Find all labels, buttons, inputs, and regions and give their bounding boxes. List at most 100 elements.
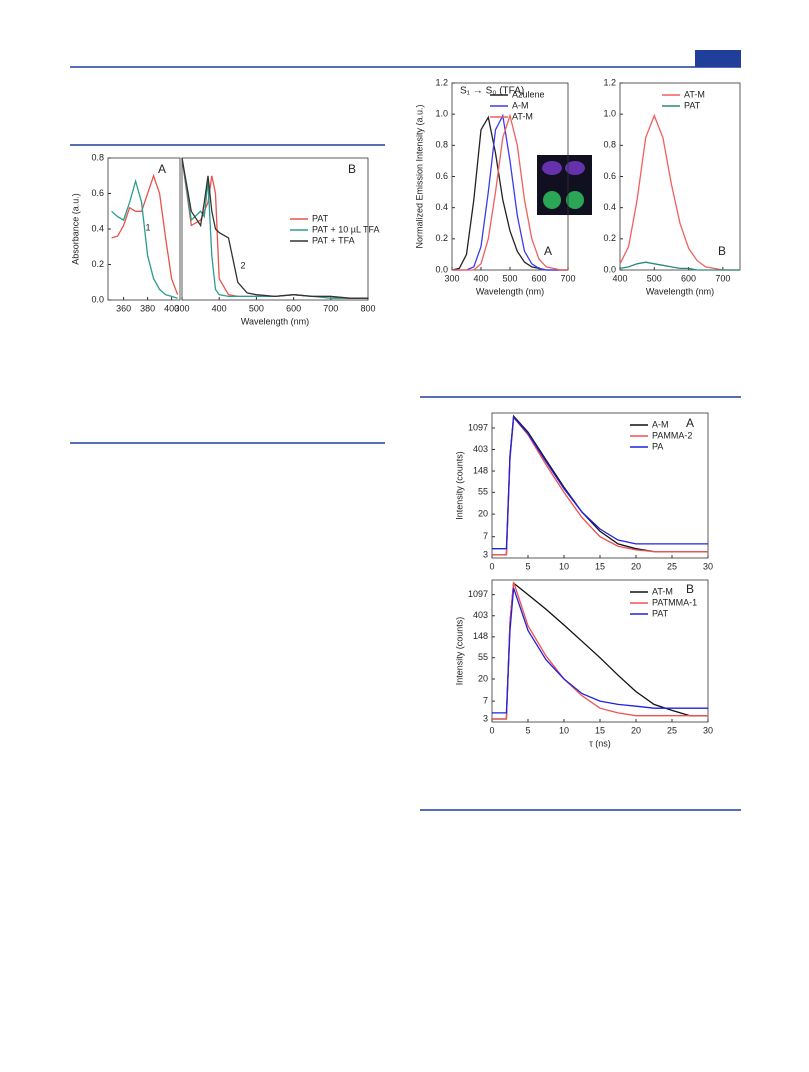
- y-tick-label: 1.2: [435, 77, 448, 87]
- x-tick-label: 15: [595, 725, 605, 735]
- panel-label: B: [686, 582, 694, 596]
- y-tick-label: 0.2: [91, 259, 104, 269]
- x-axis-label: Wavelength (nm): [476, 286, 544, 296]
- x-axis-label: Wavelength (nm): [646, 286, 714, 296]
- y-tick-label: 55: [478, 487, 488, 497]
- y-tick-label: 0.8: [603, 140, 616, 150]
- series-line: [492, 415, 708, 550]
- x-tick-label: 30: [703, 561, 713, 571]
- legend-label: A-M: [512, 100, 529, 110]
- x-axis-label: Wavelength (nm): [241, 316, 309, 326]
- y-tick-label: 0.6: [603, 171, 616, 181]
- x-tick-label: 600: [286, 303, 301, 313]
- annotation: 1: [145, 222, 150, 232]
- y-tick-label: 1097: [468, 589, 488, 599]
- x-tick-label: 500: [249, 303, 264, 313]
- x-tick-label: 0: [489, 561, 494, 571]
- x-tick-label: 10: [559, 561, 569, 571]
- y-tick-label: 0.0: [91, 294, 104, 304]
- y-tick-label: 148: [473, 465, 488, 475]
- legend-label: PAT + TFA: [312, 235, 355, 245]
- x-tick-label: 700: [323, 303, 338, 313]
- y-tick-label: 0.6: [435, 171, 448, 181]
- x-tick-label: 400: [612, 273, 627, 283]
- y-tick-label: 20: [478, 673, 488, 683]
- x-tick-label: 400: [212, 303, 227, 313]
- series-line: [619, 261, 740, 271]
- x-tick-label: 380: [140, 303, 155, 313]
- y-tick-label: 0.6: [91, 188, 104, 198]
- x-tick-label: 25: [667, 561, 677, 571]
- y-axis-label: Normalized Emission Intensity (a.u.): [414, 104, 424, 248]
- x-tick-label: 5: [525, 725, 530, 735]
- y-tick-label: 3: [483, 713, 488, 723]
- plot-frame: [619, 82, 741, 271]
- panel-label: A: [544, 244, 552, 258]
- x-tick-label: 20: [631, 561, 641, 571]
- x-tick-label: 700: [715, 273, 730, 283]
- y-tick-label: 7: [483, 531, 488, 541]
- plot-frame: [181, 157, 369, 301]
- inset-glow: [543, 191, 561, 209]
- y-tick-label: 0.8: [91, 152, 104, 162]
- x-tick-label: 500: [502, 273, 517, 283]
- x-tick-label: 800: [360, 303, 375, 313]
- y-tick-label: 3: [483, 549, 488, 559]
- y-tick-label: 1.2: [603, 77, 616, 87]
- legend-label: AT-M: [684, 89, 705, 99]
- y-tick-label: 0.2: [435, 233, 448, 243]
- inset-glow: [565, 161, 585, 175]
- y-axis-label: Intensity (counts): [454, 617, 464, 686]
- y-tick-label: 403: [473, 444, 488, 454]
- x-tick-label: 500: [647, 273, 662, 283]
- y-tick-label: 0.4: [91, 223, 104, 233]
- legend-label: PA: [652, 441, 663, 451]
- y-tick-label: 0.4: [603, 202, 616, 212]
- inset-glow: [566, 191, 584, 209]
- legend-label: AT-M: [512, 111, 533, 121]
- y-tick-label: 55: [478, 652, 488, 662]
- y-axis-label: Intensity (counts): [454, 451, 464, 520]
- y-tick-label: 0.0: [435, 264, 448, 274]
- series-line: [181, 157, 368, 299]
- y-tick-label: 0.2: [603, 233, 616, 243]
- y-tick-label: 7: [483, 696, 488, 706]
- y-tick-label: 1097: [468, 422, 488, 432]
- legend-label: AT-M: [652, 586, 673, 596]
- x-tick-label: 10: [559, 725, 569, 735]
- legend-label: Azulene: [512, 89, 545, 99]
- legend-label: PAT + 10 µL TFA: [312, 224, 379, 234]
- x-tick-label: 600: [531, 273, 546, 283]
- y-tick-label: 1.0: [435, 109, 448, 119]
- legend-label: A-M: [652, 419, 669, 429]
- legend-label: PAT: [312, 213, 329, 223]
- x-tick-label: 30: [703, 725, 713, 735]
- x-tick-label: 0: [489, 725, 494, 735]
- legend-label: PAT: [684, 100, 701, 110]
- x-tick-label: 300: [174, 303, 189, 313]
- panel-label: B: [348, 162, 356, 176]
- x-tick-label: 300: [444, 273, 459, 283]
- inset-glow: [542, 161, 562, 175]
- legend-label: PAT: [652, 608, 669, 618]
- series-line: [111, 178, 178, 299]
- y-tick-label: 0.0: [603, 264, 616, 274]
- series-line: [111, 173, 179, 295]
- panel-label: A: [158, 162, 166, 176]
- x-tick-label: 15: [595, 561, 605, 571]
- y-axis-label: Absorbance (a.u.): [70, 193, 80, 265]
- y-tick-label: 403: [473, 610, 488, 620]
- legend-label: PATMMA-1: [652, 597, 697, 607]
- series-line: [452, 113, 568, 271]
- annotation: 2: [240, 260, 245, 270]
- panel-label: A: [686, 416, 694, 430]
- series-line: [492, 587, 708, 714]
- y-tick-label: 0.4: [435, 202, 448, 212]
- y-tick-label: 148: [473, 631, 488, 641]
- x-tick-label: 400: [473, 273, 488, 283]
- y-tick-label: 1.0: [603, 109, 616, 119]
- x-tick-label: 5: [525, 561, 530, 571]
- chart-title: S₁ → S₀ (TFA): [460, 86, 524, 97]
- series-line: [492, 581, 708, 720]
